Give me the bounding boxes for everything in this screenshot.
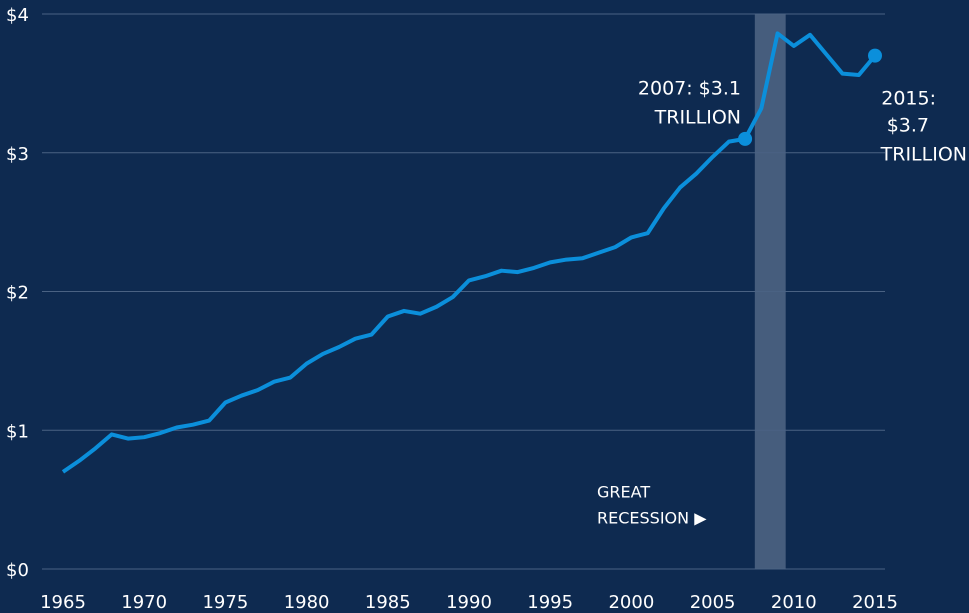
- highlight-point: [868, 48, 882, 63]
- x-tick-label: 2010: [771, 592, 817, 613]
- y-tick-label: $4: [6, 5, 29, 26]
- y-tick-label: $1: [6, 421, 29, 442]
- x-tick-label: 1975: [202, 592, 248, 613]
- x-tick-label: 2005: [690, 592, 736, 613]
- x-tick-label: 1985: [365, 592, 411, 613]
- annotation: $3.7: [887, 115, 929, 137]
- annotation: TRILLION: [880, 144, 967, 166]
- x-tick-label: 1995: [527, 592, 573, 613]
- x-tick-label: 2000: [608, 592, 654, 613]
- y-tick-label: $2: [6, 283, 29, 304]
- annotation: 2015:: [881, 88, 936, 110]
- y-tick-label: $3: [6, 144, 29, 165]
- y-tick-label: $0: [6, 560, 29, 581]
- x-tick-label: 1965: [40, 592, 86, 613]
- x-tick-label: 2015: [852, 592, 898, 613]
- annotation: GREAT: [597, 483, 650, 502]
- annotation: TRILLION: [654, 107, 741, 129]
- x-tick-label: 1990: [446, 592, 492, 613]
- x-tick-label: 1970: [121, 592, 167, 613]
- highlight-point: [738, 131, 753, 146]
- annotation: 2007: $3.1: [638, 78, 741, 100]
- x-tick-label: 1980: [284, 592, 330, 613]
- annotation: RECESSION ▶: [597, 509, 707, 528]
- line: [61, 31, 877, 474]
